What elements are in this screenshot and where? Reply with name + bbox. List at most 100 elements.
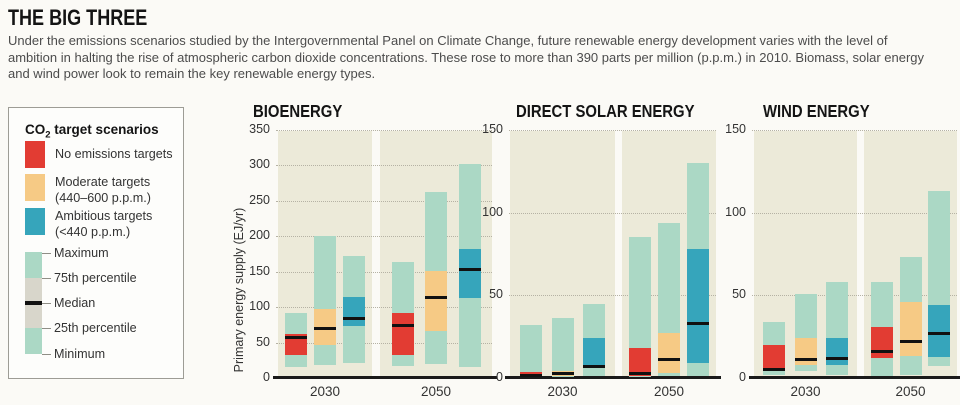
chart-title: WIND ENERGY (763, 101, 870, 121)
iqr-box-2050-1 (899, 301, 922, 357)
ambitious-label-line2: (<440 p.p.m.) (55, 224, 131, 239)
iqr-box-2050-2 (928, 305, 951, 357)
gridline-100 (509, 212, 716, 214)
moderate-label-line2: (440–600 p.p.m.) (55, 190, 151, 205)
percentile-key-top-range (25, 252, 42, 278)
percentile-key-bar (25, 252, 42, 354)
range-bar-2030-1 (551, 318, 574, 378)
legend-row-moderate: Moderate targets (440–600 p.p.m.) (25, 174, 151, 206)
iqr-box-2050-1 (658, 333, 680, 374)
x-axis-line (375, 376, 497, 379)
gridline-300 (276, 165, 492, 167)
gridline-150 (752, 130, 957, 131)
median-line-2030-0 (519, 374, 542, 378)
x-axis-line (505, 376, 620, 379)
stat-label-median: Median (54, 296, 96, 310)
gridline-200 (276, 236, 492, 238)
y-tick-label: 200 (249, 228, 270, 243)
gridline-250 (276, 200, 492, 202)
x-category-label: 2030 (790, 384, 821, 399)
moderate-swatch (25, 174, 45, 201)
gridline-150 (509, 130, 716, 131)
median-line-2050-0 (870, 350, 893, 354)
gridline-50 (276, 342, 492, 344)
range-bar-2050-0 (629, 237, 651, 378)
gridline-50 (509, 295, 716, 297)
y-tick-label: 150 (482, 122, 503, 136)
y-tick-label: 100 (725, 204, 746, 219)
stat-label-25th: 25th percentile (54, 321, 137, 335)
y-tick-label: 150 (725, 122, 746, 136)
iqr-box-2050-2 (458, 249, 481, 298)
ambitious-label-line1: Ambitious targets (55, 209, 153, 223)
y-tick-label: 300 (249, 157, 270, 172)
gridline-100 (276, 307, 492, 309)
no-targets-label: No emissions targets (55, 147, 173, 161)
gridline-100 (752, 212, 957, 214)
legend-title-sub: 2 (45, 129, 51, 141)
range-bar-2030-0 (519, 325, 542, 378)
median-line-2050-2 (687, 321, 709, 325)
x-axis-line (273, 376, 377, 379)
percentile-key-median-line (25, 301, 42, 305)
chart-title: BIOENERGY (253, 101, 343, 121)
y-tick-label: 250 (249, 192, 270, 207)
stat-label-maximum: Maximum (54, 246, 109, 260)
x-category-label: 2030 (309, 384, 341, 399)
median-line-2030-0 (285, 336, 307, 340)
iqr-box-2030-2 (825, 338, 848, 365)
median-line-2050-0 (629, 372, 651, 376)
median-line-2030-2 (583, 364, 606, 368)
median-line-2030-1 (551, 372, 574, 376)
x-category-label: 2030 (547, 384, 578, 399)
median-line-2050-1 (425, 295, 447, 299)
y-tick-label: 0 (739, 370, 746, 384)
percentile-key-bottom-range (25, 328, 42, 354)
no-targets-swatch (25, 141, 45, 168)
tick-mark (42, 303, 51, 304)
y-tick-label: 100 (249, 299, 270, 314)
moderate-label: Moderate targets (440–600 p.p.m.) (55, 174, 151, 206)
iqr-box-2030-2 (343, 296, 365, 326)
y-tick-label: 0 (496, 370, 503, 384)
moderate-label-line1: Moderate targets (55, 175, 151, 189)
ambitious-label: Ambitious targets (<440 p.p.m.) (55, 208, 152, 240)
iqr-box-2050-0 (391, 312, 414, 356)
tick-mark (42, 253, 51, 254)
iqr-box-2030-0 (285, 334, 307, 356)
legend-title: CO2 target scenarios (25, 122, 159, 141)
y-tick-label: 0 (263, 370, 270, 384)
legend-row-ambitious: Ambitious targets (<440 p.p.m.) (25, 208, 152, 240)
x-category-label: 2050 (895, 384, 926, 399)
median-line-2050-2 (458, 268, 481, 272)
y-tick-label: 100 (482, 204, 503, 219)
x-axis-line (859, 376, 960, 379)
x-category-label: 2050 (653, 384, 685, 399)
stat-label-minimum: Minimum (54, 347, 106, 361)
y-tick-label: 150 (249, 263, 270, 278)
y-tick-label: 50 (732, 287, 746, 302)
median-line-2030-1 (314, 326, 336, 330)
iqr-box-2050-1 (425, 271, 447, 331)
stat-label-75th: 75th percentile (54, 271, 137, 285)
iqr-box-2050-0 (629, 348, 651, 376)
median-line-2050-1 (658, 358, 680, 362)
tick-mark (42, 328, 51, 329)
gridline-350 (276, 130, 492, 131)
chart-title: DIRECT SOLAR ENERGY (516, 101, 695, 121)
intro-paragraph: Under the emissions scenarios studied by… (8, 33, 925, 82)
iqr-box-2030-1 (794, 338, 817, 365)
y-tick-label: 350 (249, 122, 270, 136)
gridline-150 (276, 271, 492, 273)
legend-box: CO2 target scenarios No emissions target… (8, 107, 184, 379)
median-line-2050-1 (899, 340, 922, 344)
y-tick-label: 50 (489, 287, 503, 302)
tick-mark (42, 278, 51, 279)
tick-mark (42, 354, 51, 355)
median-line-2050-0 (391, 324, 414, 328)
ambitious-swatch (25, 208, 45, 235)
legend-title-prefix: CO (25, 122, 46, 137)
y-tick-label: 50 (256, 334, 270, 349)
x-axis-line (617, 376, 721, 379)
